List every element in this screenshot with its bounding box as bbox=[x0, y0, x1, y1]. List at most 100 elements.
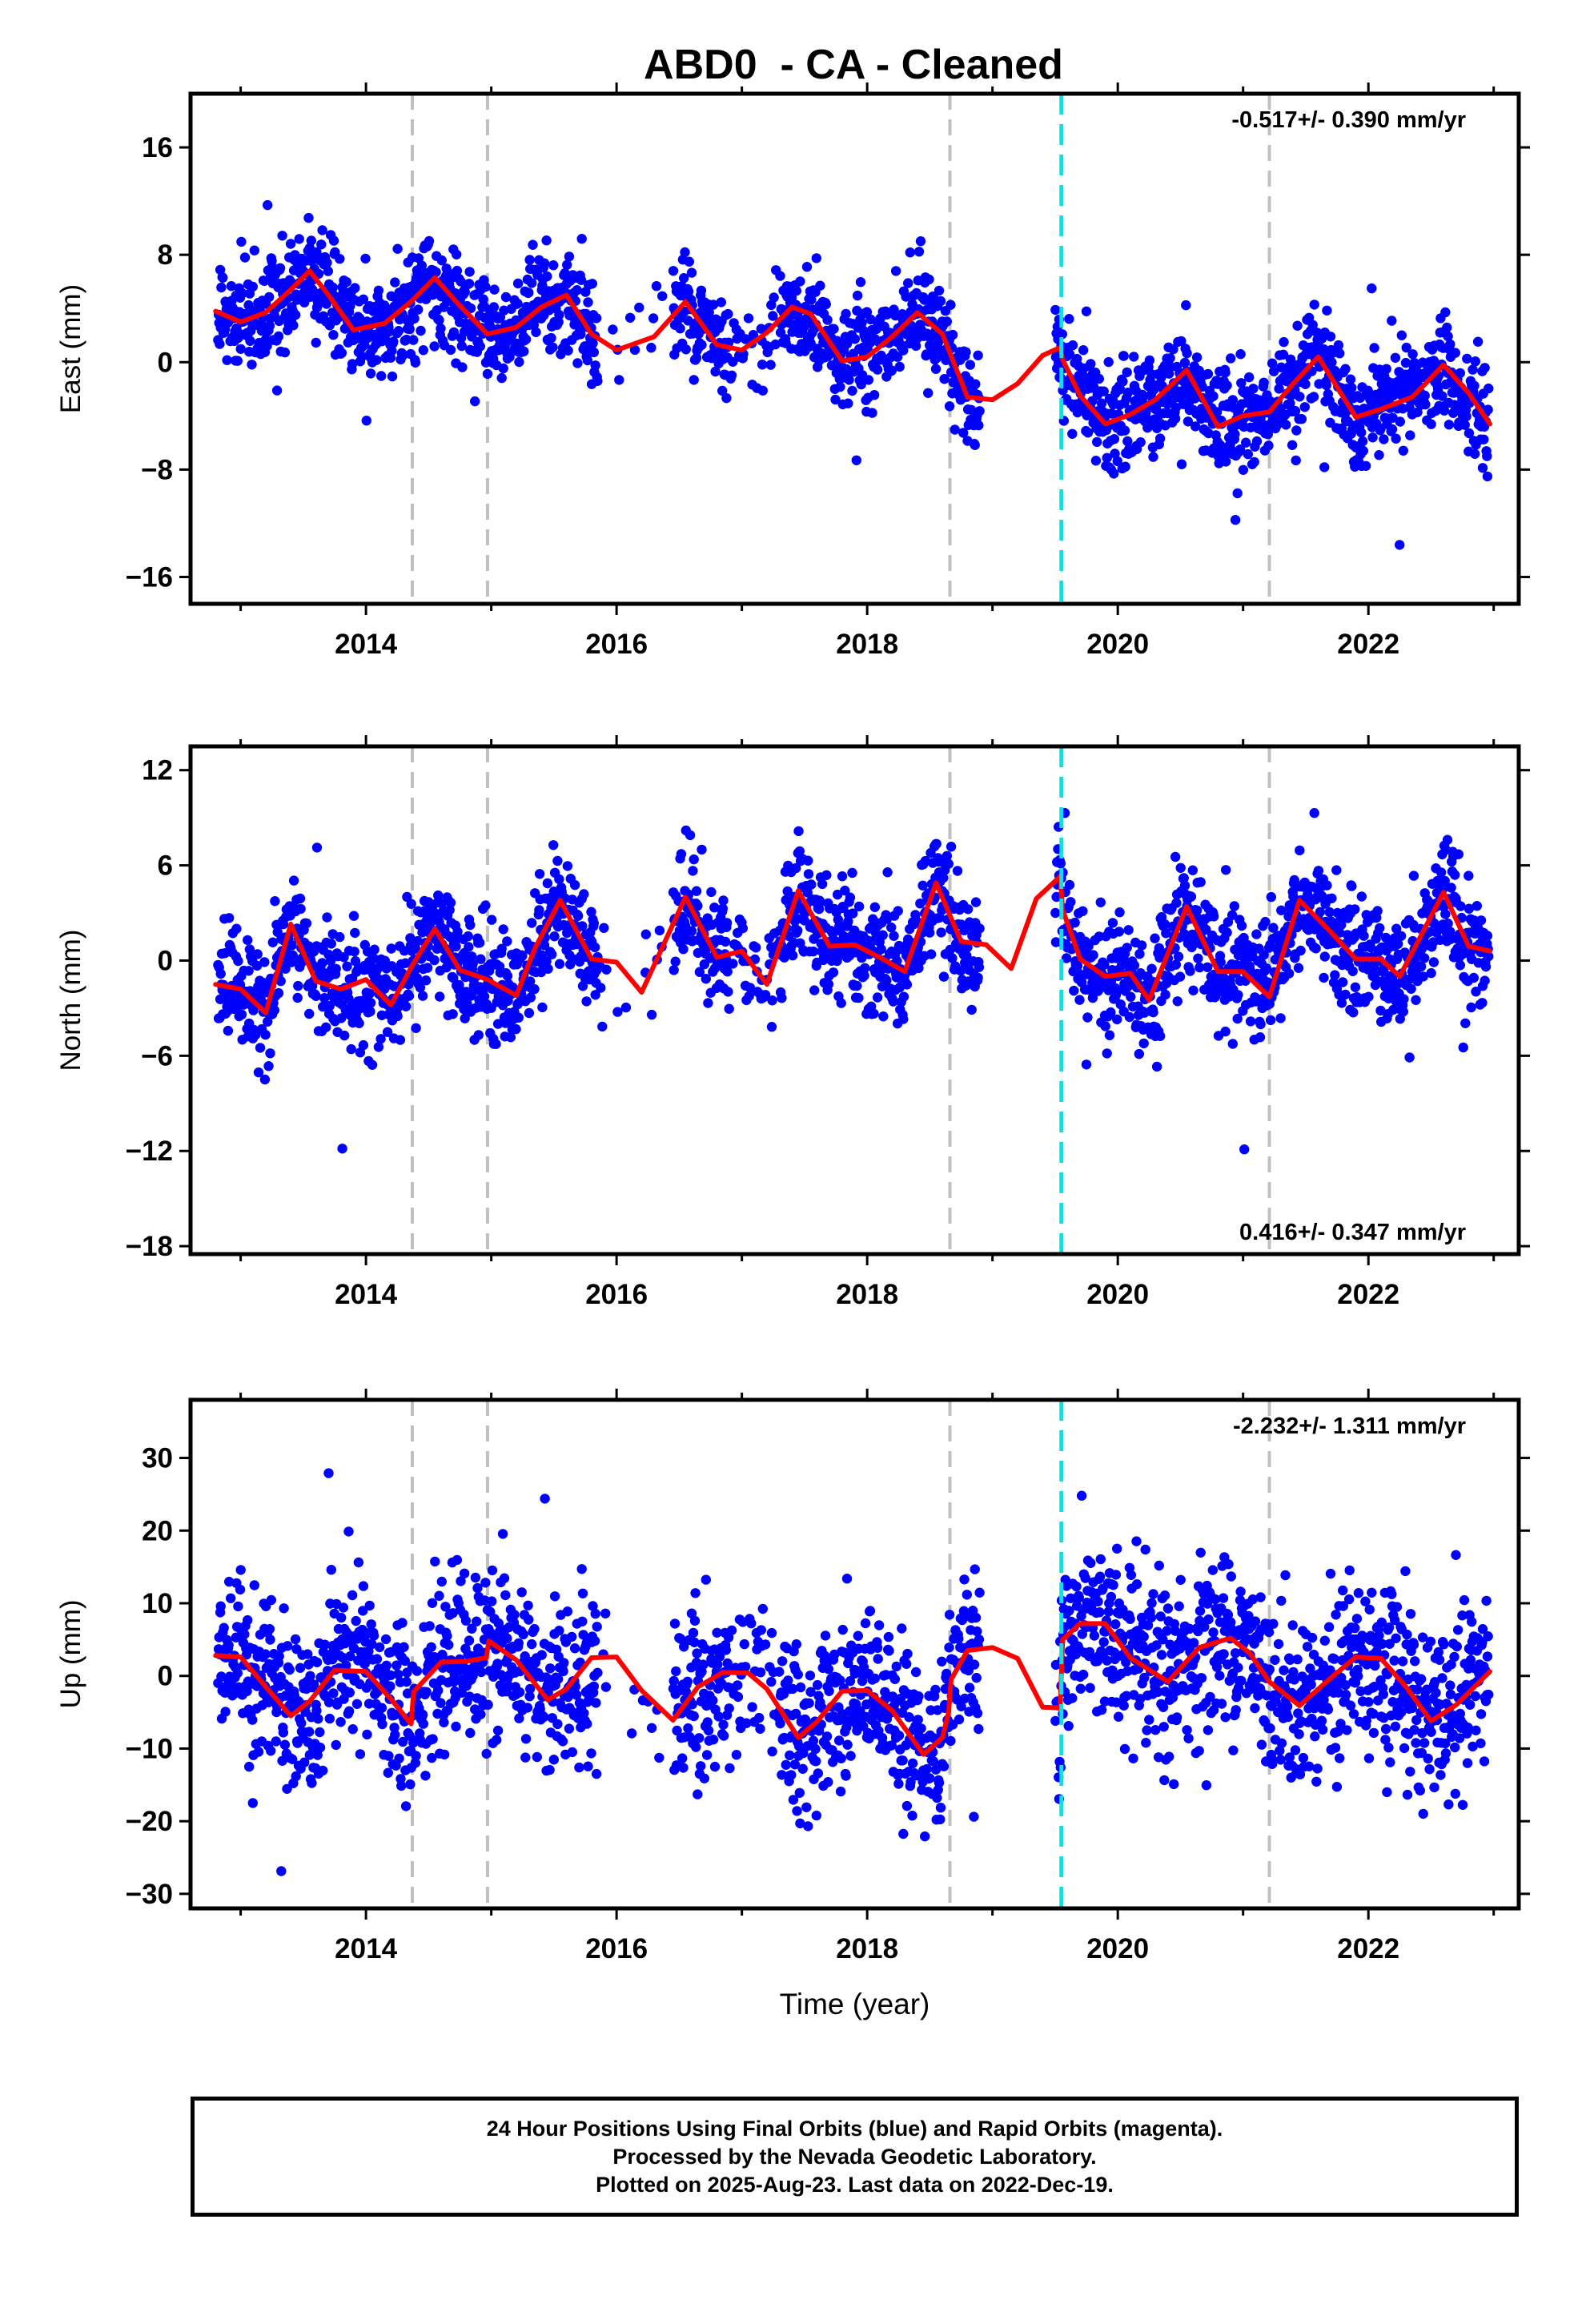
data-point bbox=[498, 924, 508, 935]
data-point bbox=[924, 274, 934, 285]
data-point bbox=[1156, 372, 1166, 383]
data-point bbox=[1405, 430, 1415, 440]
data-point bbox=[941, 355, 951, 365]
data-point bbox=[934, 285, 945, 296]
data-point bbox=[480, 282, 491, 292]
position-points bbox=[213, 199, 1494, 550]
data-point bbox=[685, 830, 696, 841]
data-point bbox=[321, 1022, 331, 1033]
data-point bbox=[487, 1565, 498, 1576]
data-point bbox=[1440, 909, 1451, 919]
data-point bbox=[416, 325, 426, 336]
y-tick-label: 0 bbox=[158, 945, 173, 976]
data-point bbox=[1109, 434, 1120, 444]
data-point bbox=[264, 1624, 275, 1634]
data-point bbox=[579, 889, 589, 899]
data-point bbox=[1057, 329, 1068, 340]
data-point bbox=[235, 344, 246, 354]
data-point bbox=[259, 957, 270, 967]
data-point bbox=[448, 327, 460, 338]
data-point bbox=[588, 1681, 599, 1691]
data-point bbox=[775, 271, 785, 281]
x-tick-label: 2018 bbox=[836, 1279, 898, 1310]
data-point bbox=[410, 943, 421, 954]
data-point bbox=[218, 272, 228, 283]
data-point bbox=[923, 388, 934, 398]
data-point bbox=[1176, 336, 1186, 347]
data-point bbox=[411, 1023, 421, 1034]
data-point bbox=[263, 1061, 274, 1072]
data-point bbox=[1129, 352, 1139, 362]
data-point bbox=[1185, 966, 1195, 976]
data-point bbox=[766, 300, 777, 311]
data-point bbox=[669, 965, 679, 975]
data-point bbox=[232, 356, 243, 366]
data-point bbox=[265, 1048, 275, 1059]
data-point bbox=[498, 363, 508, 374]
data-point bbox=[1175, 862, 1186, 874]
data-point bbox=[710, 366, 721, 377]
data-point bbox=[400, 1001, 412, 1011]
data-point bbox=[1171, 898, 1182, 908]
data-point bbox=[757, 385, 768, 396]
data-point bbox=[861, 307, 873, 317]
data-point bbox=[973, 350, 983, 360]
data-point bbox=[492, 1725, 504, 1736]
data-point bbox=[898, 991, 909, 1002]
data-point bbox=[1222, 927, 1232, 938]
data-point bbox=[349, 947, 359, 957]
data-point bbox=[399, 1642, 409, 1652]
data-point bbox=[360, 253, 371, 264]
data-point bbox=[252, 949, 263, 959]
data-point bbox=[307, 1778, 317, 1788]
data-point bbox=[1233, 990, 1243, 1000]
data-point bbox=[288, 320, 299, 331]
data-point bbox=[910, 340, 921, 352]
data-point bbox=[497, 1529, 508, 1539]
data-point bbox=[1114, 384, 1126, 395]
data-point bbox=[1469, 380, 1480, 391]
data-point bbox=[788, 950, 798, 961]
data-point bbox=[295, 903, 306, 915]
data-point bbox=[852, 980, 862, 991]
data-point bbox=[1144, 355, 1155, 366]
data-point bbox=[597, 1021, 608, 1032]
data-point bbox=[231, 923, 242, 934]
data-point bbox=[577, 921, 588, 931]
data-point bbox=[1081, 1059, 1092, 1070]
data-point bbox=[1443, 420, 1455, 430]
data-point bbox=[243, 935, 253, 946]
data-point bbox=[1112, 456, 1123, 467]
data-point bbox=[1248, 384, 1259, 394]
data-point bbox=[1134, 1048, 1145, 1059]
data-point bbox=[791, 285, 801, 296]
data-point bbox=[476, 954, 486, 964]
data-point bbox=[278, 1727, 289, 1738]
x-tick-label: 2020 bbox=[1086, 1279, 1149, 1310]
data-point bbox=[966, 1004, 977, 1015]
data-point bbox=[686, 926, 697, 936]
data-point bbox=[863, 375, 874, 385]
data-point bbox=[1165, 353, 1175, 364]
data-point bbox=[457, 362, 468, 372]
data-point bbox=[614, 375, 624, 385]
data-point bbox=[1176, 459, 1187, 469]
x-tick-label: 2022 bbox=[1337, 629, 1399, 660]
data-point bbox=[1400, 357, 1411, 368]
data-point bbox=[1172, 996, 1183, 1007]
data-point bbox=[1070, 917, 1080, 928]
data-point bbox=[583, 297, 593, 308]
data-point bbox=[829, 324, 839, 334]
data-point bbox=[262, 340, 272, 352]
data-point bbox=[931, 838, 942, 850]
data-point bbox=[311, 337, 321, 348]
data-point bbox=[646, 343, 656, 353]
data-point bbox=[1360, 460, 1371, 471]
data-point bbox=[748, 330, 759, 340]
data-point bbox=[543, 963, 553, 975]
data-point bbox=[1268, 366, 1279, 376]
data-point bbox=[1367, 283, 1377, 294]
data-point bbox=[1244, 372, 1255, 383]
data-point bbox=[452, 265, 463, 276]
